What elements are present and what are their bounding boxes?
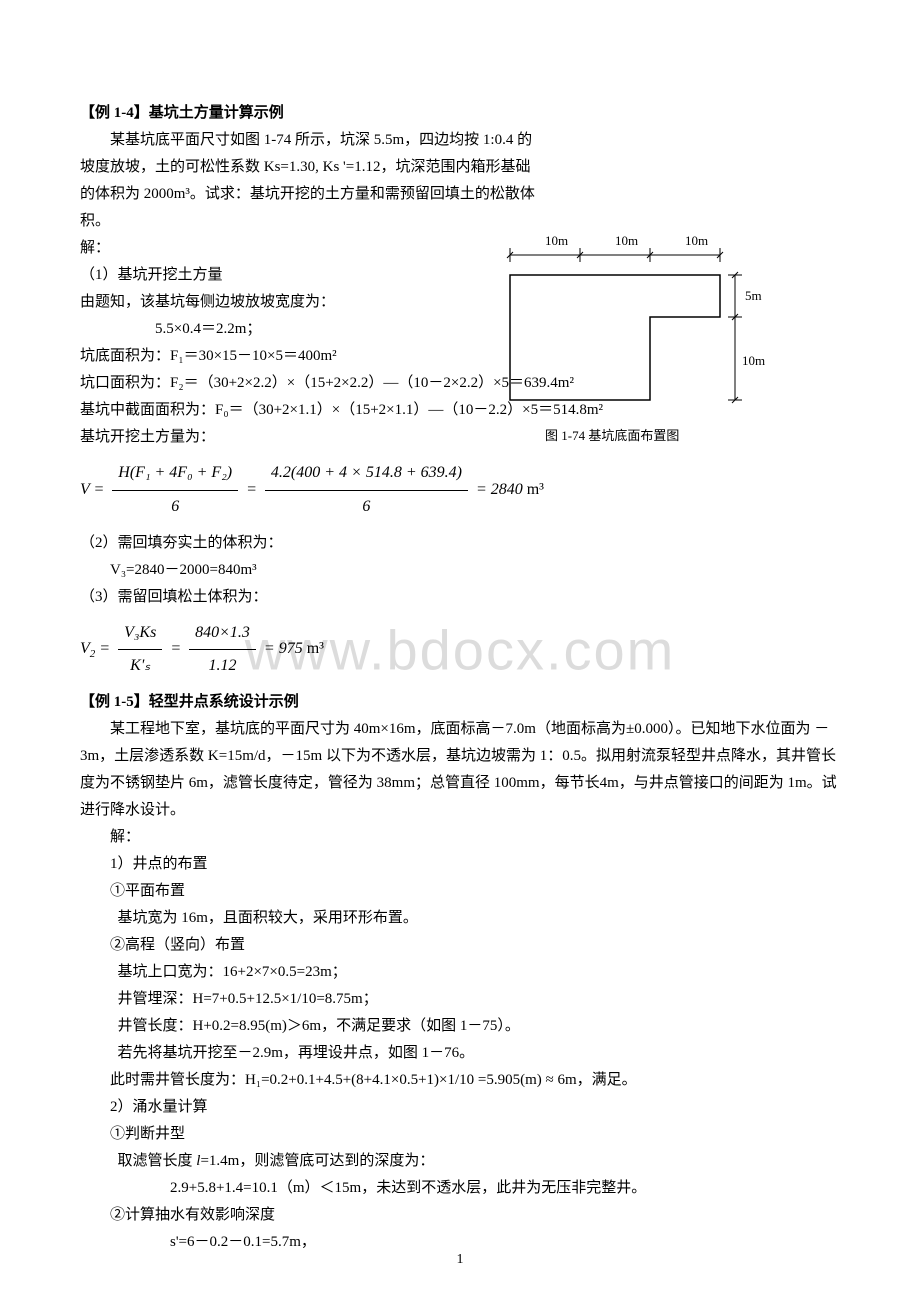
step2-line1: V₃=2840－2000=840m³ [80,557,840,584]
section-2b: ②计算抽水有效影响深度 [80,1202,840,1229]
example-1-4-problem: 某基坑底平面尺寸如图 1-74 所示，坑深 5.5m，四边均按 1:0.4 的坡… [80,127,840,235]
figure-1-74-diagram: 10m 10m 10m 5m 10m [490,230,770,460]
section-2a-l2: 2.9+5.8+1.4=10.1（m）＜15m，未达到不透水层，此井为无压非完整… [80,1175,840,1202]
dim-10m-r: 10m [742,353,765,368]
dim-10m-3: 10m [685,233,708,248]
document-content: 10m 10m 10m 5m 10m [80,100,840,1256]
section-1a-l1: 基坑宽为 16m，且面积较大，采用环形布置。 [80,905,840,932]
step2-label: （2）需回填夯实土的体积为： [80,530,840,557]
dim-10m-2: 10m [615,233,638,248]
solve-label-2: 解： [80,824,840,851]
section-2a: ①判断井型 [80,1121,840,1148]
example-1-4-title: 【例 1-4】基坑土方量计算示例 [80,100,840,127]
figure-caption: 图 1-74 基坑底面布置图 [545,428,679,443]
formula-v2: V2 = V₃Ks K'ₛ = 840×1.3 1.12 = 975 m³ [80,619,840,682]
section-1b-l3: 井管长度：H+0.2=8.95(m)＞6m，不满足要求（如图 1－75）。 [80,1013,840,1040]
section-1b-l4: 若先将基坑开挖至－2.9m，再埋设井点，如图 1－76。 [80,1040,840,1067]
formula-volume: V = H(F₁ + 4F₀ + F₂) 6 = 4.2(400 + 4 × 5… [80,459,840,522]
section-1a: ①平面布置 [80,878,840,905]
example-1-5-title: 【例 1-5】轻型井点系统设计示例 [80,689,840,716]
section-1: 1）井点的布置 [80,851,840,878]
section-1b-l2: 井管埋深：H=7+0.5+12.5×1/10=8.75m； [80,986,840,1013]
dim-5m: 5m [745,288,762,303]
section-1b-l1: 基坑上口宽为：16+2×7×0.5=23m； [80,959,840,986]
section-1b-l5: 此时需井管长度为：H₁=0.2+0.1+4.5+(8+4.1×0.5+1)×1/… [80,1067,840,1094]
step3-label: （3）需留回填松土体积为： [80,584,840,611]
section-2a-l1: 取滤管长度 l=1.4m，则滤管底可达到的深度为： [80,1148,840,1175]
section-2b-l1: s'=6－0.2－0.1=5.7m， [80,1229,840,1256]
dim-10m-1: 10m [545,233,568,248]
example-1-5-problem: 某工程地下室，基坑底的平面尺寸为 40m×16m，底面标高－7.0m（地面标高为… [80,716,840,824]
section-2: 2）涌水量计算 [80,1094,840,1121]
section-1b: ②高程（竖向）布置 [80,932,840,959]
